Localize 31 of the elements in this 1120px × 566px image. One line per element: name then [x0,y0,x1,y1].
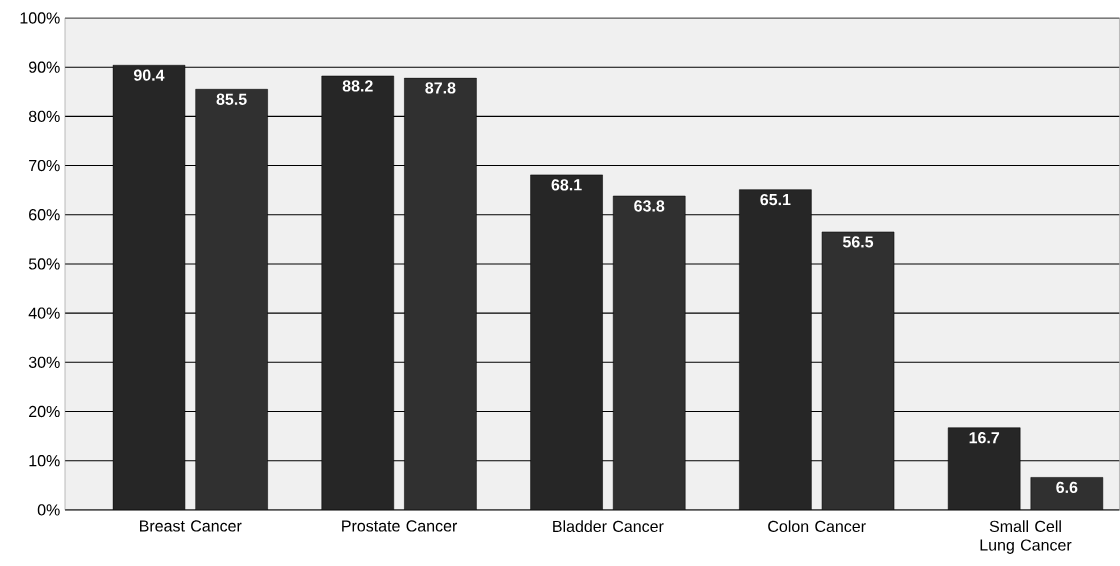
y-tick-label: 100% [20,12,60,24]
y-tick-label: 10% [29,455,60,467]
y-tick-label: 20% [29,405,60,418]
y-tick-label: 50% [28,258,60,270]
data-label: 87.8 [425,82,456,94]
data-label: 68.1 [551,179,582,191]
bar [195,89,268,510]
bar [612,195,686,510]
y-tick-label: 90% [29,61,60,73]
data-label: 85.5 [216,93,247,105]
y-tick-label: 70% [29,159,60,172]
data-label: 56.5 [842,236,874,248]
bar [821,231,895,510]
data-label: 63.8 [634,200,665,212]
data-label: 16.7 [969,432,1000,444]
y-tick-label: 60% [29,209,60,221]
y-tick-label: 40% [28,307,60,319]
data-label: 90.4 [133,69,165,81]
x-tick-label: Colon Cancer [768,520,866,533]
x-tick-label: Breast Cancer [140,520,242,532]
x-tick-label: Prostate Cancer [342,520,458,532]
data-label: 65.1 [760,193,791,206]
bar [404,77,477,510]
data-label: 88.2 [342,80,373,92]
y-tick-label: 30% [28,356,60,369]
data-label: 6.6 [1056,481,1078,494]
x-tick-label: Small Cell Lung Cancer [980,520,1072,554]
y-tick-label: 80% [28,110,60,123]
y-tick-label: 0% [37,504,60,516]
bar [1030,477,1104,510]
x-tick-label: Bladder Cancer [553,520,664,533]
